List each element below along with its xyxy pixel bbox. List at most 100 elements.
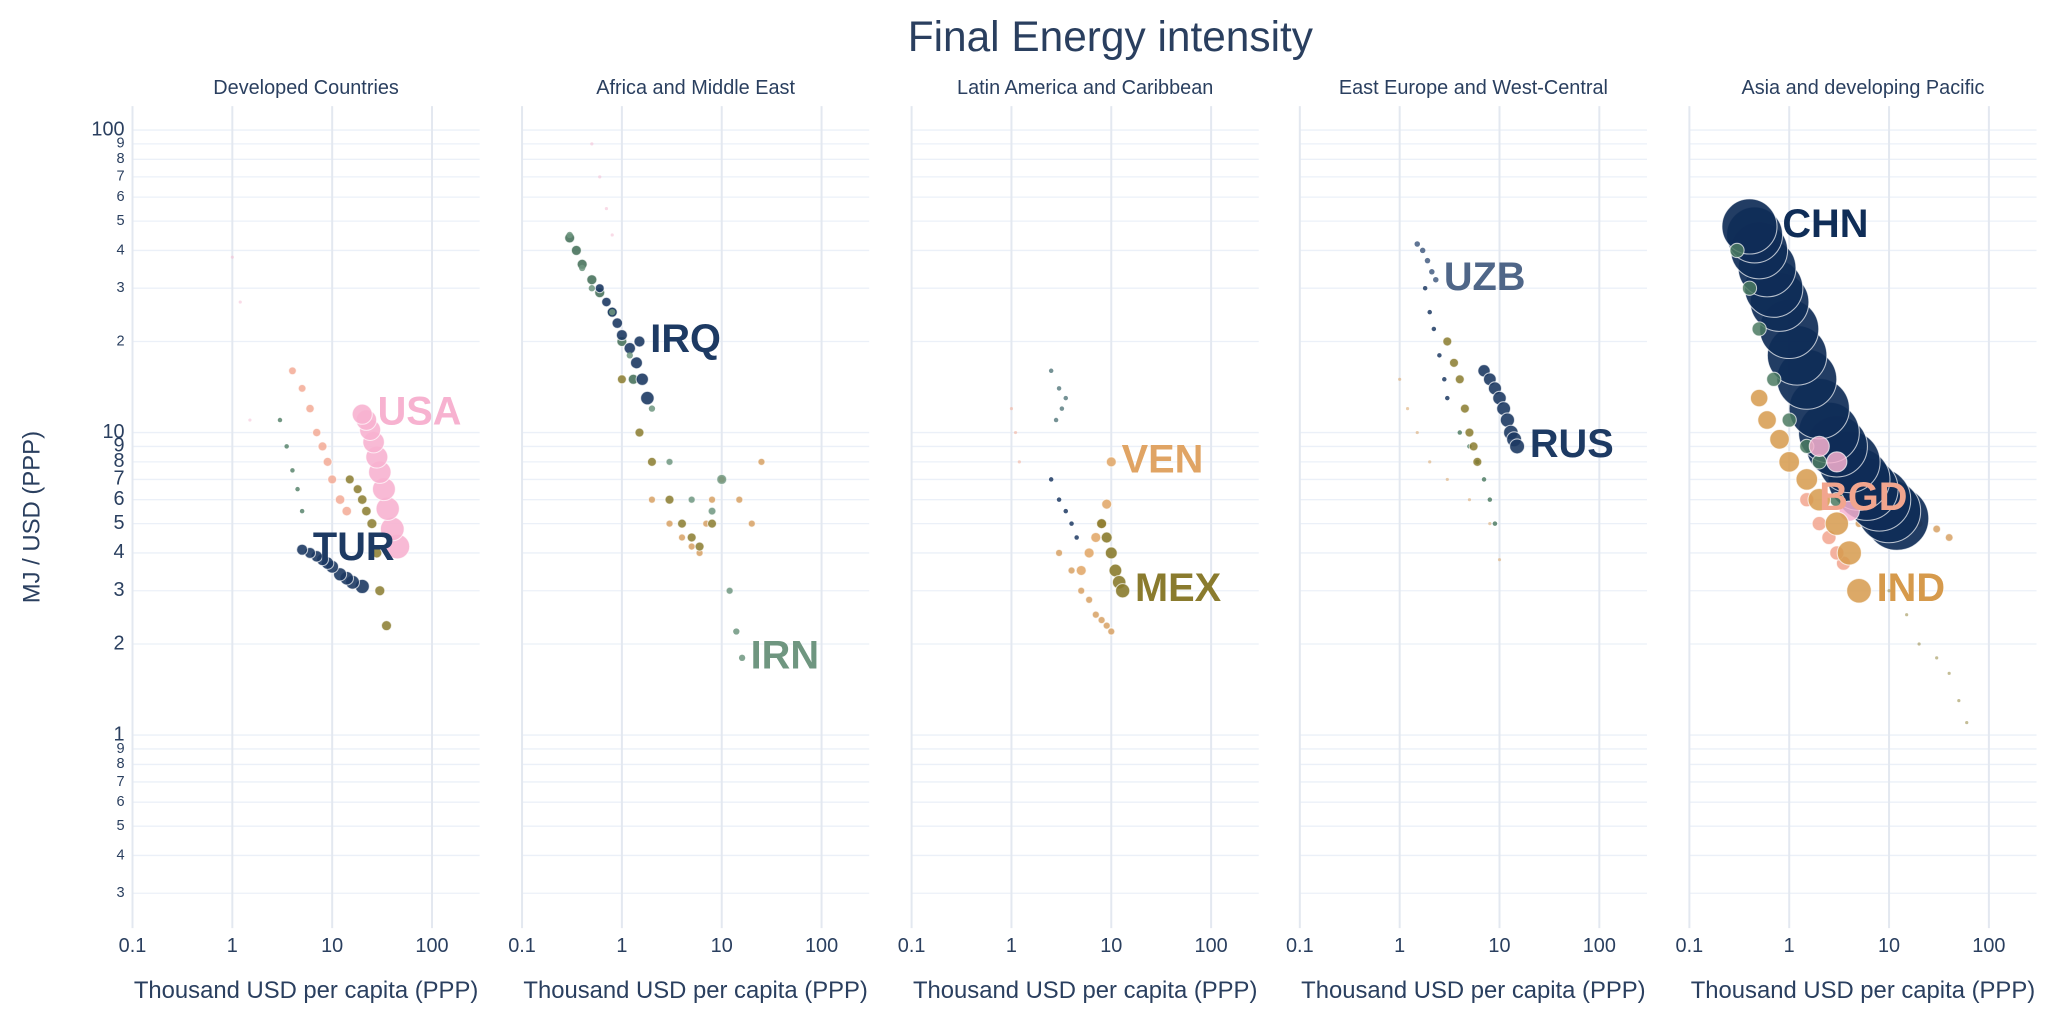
bubble: [290, 468, 295, 473]
series-label: RUS: [1530, 422, 1614, 466]
bubble: [1795, 468, 1819, 491]
bubble: [344, 474, 355, 485]
bubble: [366, 518, 378, 530]
bubble: [1063, 508, 1069, 514]
bubble: [1445, 395, 1450, 401]
x-tick-label: 100: [1195, 935, 1228, 957]
bubble: [322, 456, 333, 467]
bubble: [1427, 309, 1432, 315]
x-axis-title: Thousand USD per capita (PPP): [1301, 977, 1645, 1004]
bubble: [296, 543, 309, 556]
series-label: MEX: [1135, 566, 1222, 610]
y-tick-label: 6: [116, 189, 124, 205]
x-tick-label: 1: [1784, 935, 1795, 957]
bubble: [687, 495, 696, 504]
bubble: [1729, 242, 1745, 259]
series-label: TUR: [313, 525, 395, 569]
bubble: [1781, 412, 1797, 428]
x-axis-title: Thousand USD per capita (PPP): [1691, 977, 2035, 1004]
bubble: [1487, 497, 1493, 502]
x-tick-label: 0.1: [508, 935, 536, 957]
series-label: IRQ: [650, 317, 721, 361]
bubble: [648, 405, 656, 412]
bubble: [1077, 586, 1086, 595]
bubble: [1751, 321, 1767, 337]
bubble: [1056, 386, 1062, 391]
bubble: [1492, 521, 1498, 526]
bubble: [1807, 487, 1832, 512]
bubble: [647, 495, 657, 504]
bubble: [687, 542, 696, 551]
bubble: [1965, 720, 1969, 725]
bubble: [1766, 371, 1782, 387]
y-tick-label: 3: [116, 280, 124, 296]
bubble: [1467, 498, 1472, 502]
bubble: [1448, 357, 1460, 368]
bubble: [1826, 451, 1848, 473]
bubble: [665, 519, 674, 528]
bubble: [1509, 438, 1526, 455]
bubble: [299, 508, 305, 514]
bubble: [327, 474, 338, 485]
panel-title: Developed Countries: [213, 77, 399, 99]
y-axis-title: MJ / USD (PPP): [18, 431, 45, 603]
y-tick-label: 8: [116, 756, 124, 772]
y-tick-label: 2: [113, 632, 124, 654]
y-tick-label: 2: [116, 333, 124, 349]
bubble: [305, 403, 315, 414]
x-tick-label: 1: [227, 935, 238, 957]
bubble: [334, 494, 346, 505]
bubble: [1445, 477, 1449, 482]
bubble: [1075, 564, 1087, 577]
y-tick-label: 4: [116, 847, 124, 863]
series-label: VEN: [1122, 437, 1204, 481]
y-tick-label: 9: [113, 435, 124, 457]
bubble: [757, 457, 766, 466]
bubble: [1497, 558, 1502, 562]
figure-title: Final Energy intensity: [908, 13, 1314, 60]
bubble: [1932, 524, 1942, 534]
series-label: CHN: [1782, 202, 1868, 246]
bubble: [640, 390, 655, 406]
bubble: [1836, 540, 1862, 566]
bubble: [610, 233, 614, 237]
bubble: [248, 418, 252, 422]
bubble: [1778, 451, 1801, 473]
bubble: [1846, 577, 1872, 604]
x-axis-title: Thousand USD per capita (PPP): [134, 977, 478, 1004]
bubble: [1741, 280, 1758, 296]
bubble: [1009, 407, 1014, 411]
bubble: [1481, 477, 1487, 482]
bubble: [1424, 257, 1431, 264]
bubble: [1459, 403, 1470, 414]
x-tick-label: 1: [616, 935, 627, 957]
bubble: [733, 628, 740, 635]
bubble: [1013, 430, 1018, 435]
bubble: [356, 494, 368, 505]
x-tick-label: 10: [711, 935, 733, 957]
bubble: [1433, 276, 1439, 283]
bubble: [665, 457, 674, 466]
bubble: [1115, 583, 1131, 599]
y-tick-label: 7: [116, 169, 124, 185]
bubble: [1757, 410, 1777, 430]
bubble: [371, 547, 383, 559]
y-tick-label: 10: [102, 421, 124, 443]
y-tick-label: 7: [113, 468, 124, 490]
y-tick-label: 5: [116, 818, 124, 834]
panel: East Europe and West-Central 0.1 1 10 100 Tho…: [1286, 77, 1647, 1004]
x-tick-label: 1: [1394, 935, 1405, 957]
bubble: [1415, 430, 1419, 435]
bubble: [1917, 642, 1921, 646]
bubble: [1083, 547, 1095, 559]
bubble: [570, 244, 582, 256]
bubble: [380, 620, 393, 632]
bubble: [629, 356, 643, 370]
y-tick-label: 3: [116, 885, 124, 901]
bubble: [1090, 531, 1102, 544]
bubble: [1091, 610, 1100, 619]
series-label: UZB: [1444, 255, 1526, 299]
bubble: [1405, 407, 1410, 411]
x-tick-label: 100: [415, 935, 448, 957]
bubble: [1054, 548, 1064, 558]
